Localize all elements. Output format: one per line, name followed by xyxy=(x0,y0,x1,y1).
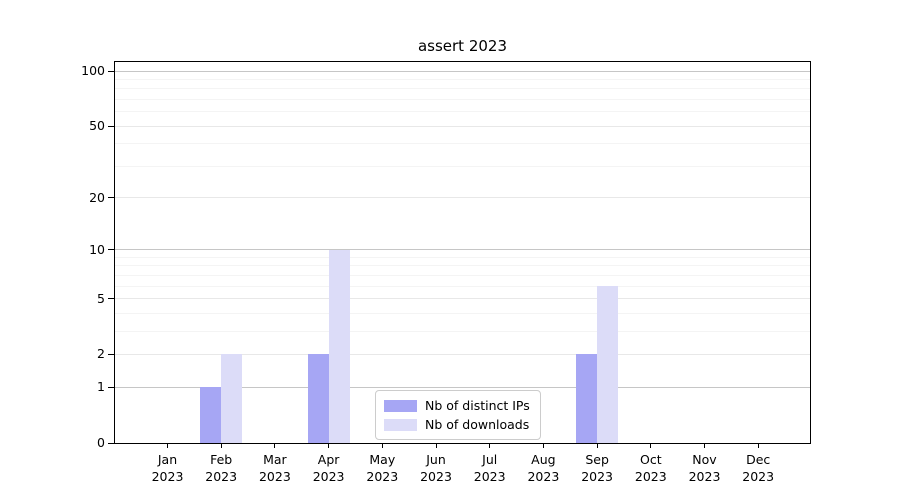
legend-swatch-downloads xyxy=(384,418,417,431)
legend-item-downloads: Nb of downloads xyxy=(384,417,530,432)
x-tick-mark xyxy=(704,443,705,448)
x-tick-mark xyxy=(167,443,168,448)
minor-gridline xyxy=(115,285,810,287)
x-tick-label: Jan 2023 xyxy=(151,452,184,484)
x-tick-label: Oct 2023 xyxy=(634,452,667,484)
minor-gridline xyxy=(115,265,810,267)
legend-label-distinct-ips: Nb of distinct IPs xyxy=(425,398,530,413)
y-tick-mark xyxy=(108,353,115,355)
x-tick-label: Aug 2023 xyxy=(527,452,560,484)
x-tick-label: Jun 2023 xyxy=(420,452,452,484)
minor-gridline xyxy=(115,78,810,80)
x-tick-mark xyxy=(381,443,383,448)
y-tick-mark xyxy=(108,442,115,444)
x-tick-mark xyxy=(757,443,759,448)
major-gridline xyxy=(115,249,810,251)
bar-distinct-ips xyxy=(307,354,329,443)
y-tick-label: 100 xyxy=(81,63,105,78)
x-tick-label: Apr 2023 xyxy=(312,452,345,484)
x-tick-mark xyxy=(274,443,276,448)
y-tick-mark xyxy=(108,386,115,388)
y-tick-label: 50 xyxy=(89,118,105,134)
bar-distinct-ips xyxy=(576,354,598,443)
y-tick-mark xyxy=(108,70,115,72)
minor-gridline xyxy=(115,98,810,100)
y-tick-label: 0 xyxy=(97,435,105,450)
x-tick-mark xyxy=(542,443,544,448)
x-tick-mark xyxy=(220,443,222,448)
bar-distinct-ips xyxy=(200,387,222,443)
y-tick-mark xyxy=(108,298,115,300)
major-gridline xyxy=(115,125,810,127)
y-tick-label: 10 xyxy=(89,241,105,257)
x-tick-label: Nov 2023 xyxy=(688,452,721,484)
minor-gridline xyxy=(115,143,810,145)
major-gridline xyxy=(115,386,810,388)
x-tick-label: May 2023 xyxy=(366,452,399,484)
y-tick-label: 5 xyxy=(97,290,105,306)
y-tick-label: 2 xyxy=(97,346,105,362)
legend-label-downloads: Nb of downloads xyxy=(425,417,530,432)
legend-item-distinct-ips: Nb of distinct IPs xyxy=(384,398,530,413)
y-tick-mark xyxy=(108,125,115,127)
minor-gridline xyxy=(115,165,810,167)
minor-gridline xyxy=(115,312,810,314)
x-tick-mark xyxy=(489,443,491,448)
y-tick-mark xyxy=(108,197,115,199)
plot-area: Nb of distinct IPs Nb of downloads 0 1 2 5 1… xyxy=(81,61,811,484)
y-tick-label: 1 xyxy=(97,379,105,395)
x-tick-label: Mar 2023 xyxy=(258,452,291,484)
x-tick-mark xyxy=(596,443,598,448)
bar-downloads xyxy=(597,286,619,443)
major-gridline xyxy=(115,70,810,72)
major-gridline xyxy=(115,298,810,300)
legend: Nb of distinct IPs Nb of downloads xyxy=(375,390,541,440)
major-gridline xyxy=(115,353,810,355)
x-tick-label: Feb 2023 xyxy=(205,452,238,484)
minor-gridline xyxy=(115,330,810,332)
x-tick-mark xyxy=(328,443,330,448)
x-tick-label: Jul 2023 xyxy=(473,452,506,484)
x-tick-mark xyxy=(435,443,437,448)
chart-title: assert 2023 xyxy=(417,37,508,55)
y-tick-label: 20 xyxy=(89,189,105,205)
bar-downloads xyxy=(328,249,350,443)
major-gridline xyxy=(115,197,810,199)
bar-downloads xyxy=(221,354,243,443)
minor-gridline xyxy=(115,111,810,113)
y-tick-mark xyxy=(108,249,115,251)
minor-gridline xyxy=(115,274,810,276)
x-tick-mark xyxy=(650,443,652,448)
minor-gridline xyxy=(115,256,810,258)
x-tick-label: Sep 2023 xyxy=(581,452,613,484)
minor-gridline xyxy=(115,88,810,90)
legend-swatch-distinct-ips xyxy=(384,399,417,412)
x-tick-label: Dec 2023 xyxy=(742,452,775,484)
